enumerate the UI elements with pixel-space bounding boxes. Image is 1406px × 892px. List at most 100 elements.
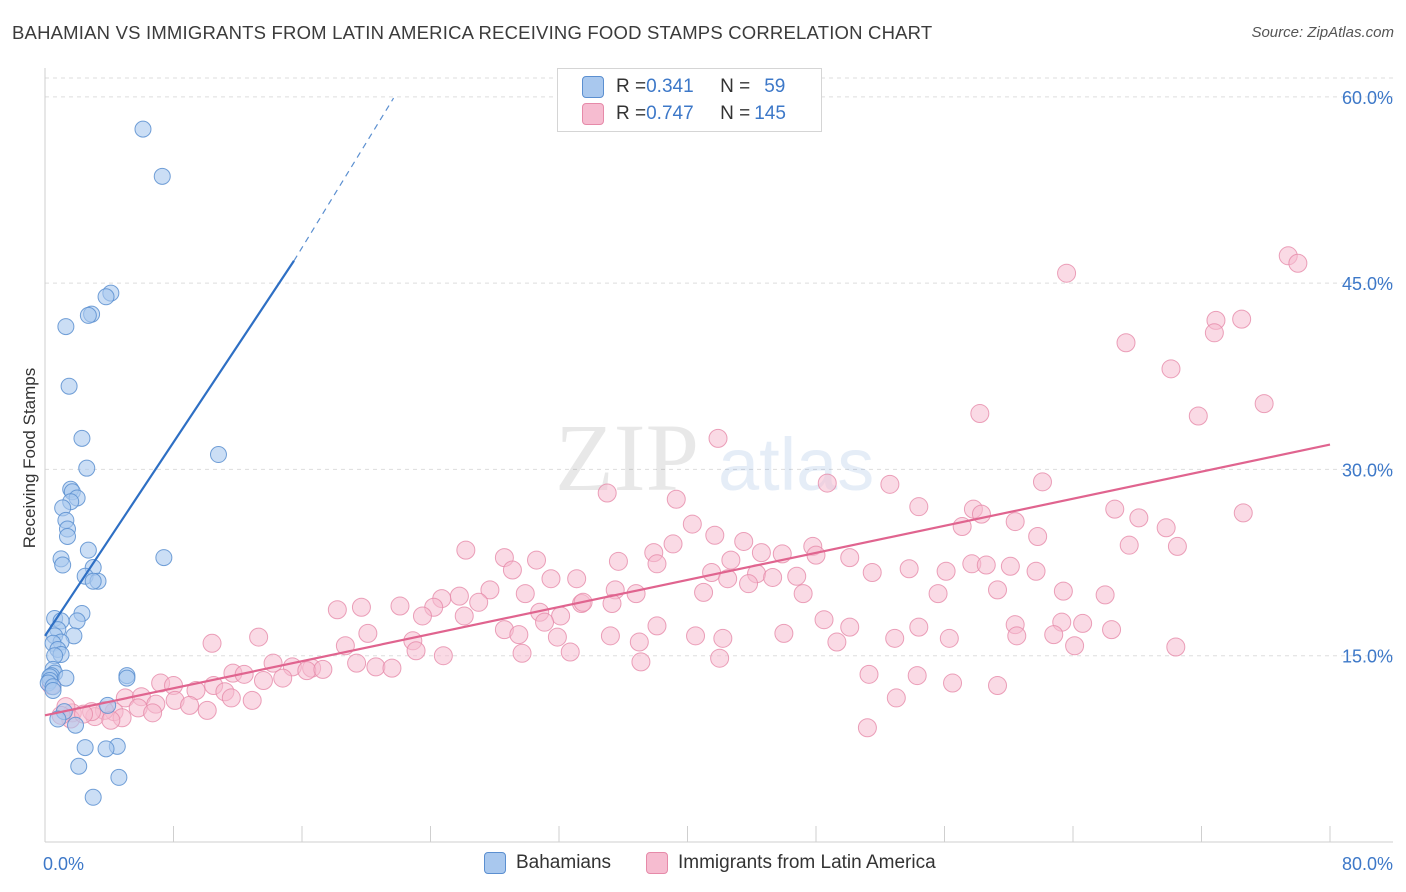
r-label: R = [616, 76, 647, 97]
source-label: Source: ZipAtlas.com [1251, 24, 1394, 41]
latin-america-point [840, 617, 860, 637]
latin-america-point [390, 596, 410, 616]
latin-america-point [1000, 556, 1020, 576]
latin-america-point [1166, 637, 1186, 657]
latin-america-point [202, 633, 222, 653]
legend-row-bahamians: R = 0.341 N = 59 [582, 75, 785, 99]
latin-america-point [1026, 561, 1046, 581]
y-tick-label: 45.0% [1342, 274, 1393, 294]
n-label: N = [720, 76, 751, 97]
latin-america-point [1254, 394, 1274, 414]
latin-america-point [988, 580, 1008, 600]
latin-america-point [663, 534, 683, 554]
latin-america-point [433, 646, 453, 666]
latin-america-point [666, 489, 686, 509]
y-tick-label: 15.0% [1342, 647, 1393, 667]
latin-america-point [406, 641, 426, 661]
latin-america-trend-line [44, 443, 1331, 717]
latin-america-point [840, 548, 860, 568]
latin-america-point [1204, 323, 1224, 343]
latin-america-point [242, 690, 262, 710]
latin-america-point [988, 676, 1008, 696]
latin-america-point [1116, 333, 1136, 353]
bottom-legend-latin-america: Immigrants from Latin America [646, 852, 936, 874]
latin-america-point [763, 567, 783, 587]
latin-america-point [253, 671, 273, 691]
latin-america-point [547, 627, 567, 647]
x-tick-label: 0.0% [43, 854, 84, 874]
latin-america-point [454, 606, 474, 626]
latin-america-point [629, 632, 649, 652]
latin-america-point [1167, 536, 1187, 556]
latin-america-point [880, 474, 900, 494]
bahamian-point [49, 710, 67, 728]
latin-america-point [527, 550, 547, 570]
latin-america-point [197, 700, 217, 720]
latin-america-swatch [582, 103, 604, 125]
latin-america-point [774, 623, 794, 643]
n-value: 145 [754, 103, 786, 124]
latin-america-point [1105, 499, 1125, 519]
y-axis-label: Receiving Food Stamps [20, 367, 39, 549]
latin-america-point [1102, 620, 1122, 640]
r-value: 0.341 [646, 76, 694, 97]
latin-america-point [515, 584, 535, 604]
x-tick-label: 80.0% [1342, 854, 1393, 874]
latin-america-point [1288, 253, 1308, 273]
r-value: 0.747 [646, 103, 694, 124]
bahamian-point [209, 446, 227, 464]
latin-america-point [1188, 406, 1208, 426]
latin-america-point [1057, 263, 1077, 283]
latin-america-point [600, 626, 620, 646]
y-tick-label: 30.0% [1342, 460, 1393, 480]
latin-america-point [382, 658, 402, 678]
bahamian-point [73, 429, 91, 447]
bahamian-point [97, 288, 115, 306]
bahamian-point [76, 739, 94, 757]
bahamian-point [58, 527, 76, 545]
latin-america-point [1073, 613, 1093, 633]
latin-america-point [412, 606, 432, 626]
latin-america-point [793, 584, 813, 604]
legend-row-latin-america: R = 0.747 N = 145 [582, 102, 786, 126]
bahamian-point [99, 696, 117, 714]
latin-america-point [631, 652, 651, 672]
r-label: R = [616, 103, 647, 124]
bahamian-point [79, 541, 97, 559]
latin-america-point [1095, 585, 1115, 605]
latin-america-point [713, 628, 733, 648]
latin-america-point [787, 566, 807, 586]
latin-america-point [1053, 581, 1073, 601]
y-tick-label: 60.0% [1342, 88, 1393, 108]
latin-america-label: Immigrants from Latin America [678, 852, 936, 873]
bahamian-point [44, 681, 62, 699]
bahamian-point [97, 740, 115, 758]
bahamian-point [57, 318, 75, 336]
latin-america-point [907, 666, 927, 686]
latin-america-point [1119, 535, 1139, 555]
latin-america-point [502, 560, 522, 580]
latin-america-point [351, 597, 371, 617]
latin-america-point [1032, 472, 1052, 492]
latin-america-point [859, 664, 879, 684]
latin-america-point [297, 661, 317, 681]
latin-america-point [708, 428, 728, 448]
latin-america-point [705, 525, 725, 545]
latin-america-point [456, 540, 476, 560]
bahamian-point [134, 120, 152, 138]
latin-america-point [626, 584, 646, 604]
latin-america-point [936, 561, 956, 581]
latin-america-point [970, 404, 990, 424]
latin-america-point [560, 642, 580, 662]
latin-america-point [608, 551, 628, 571]
latin-america-point [1161, 359, 1181, 379]
latin-america-point [721, 550, 741, 570]
bahamian-point [79, 306, 97, 324]
latin-america-point [909, 497, 929, 517]
latin-america-point [647, 616, 667, 636]
latin-america-point [327, 600, 347, 620]
bahamian-point [70, 757, 88, 775]
latin-america-point [1005, 512, 1025, 532]
stats-legend: R = 0.341 N = 59 R = 0.747 N = 145 [557, 68, 822, 132]
latin-america-point [862, 563, 882, 582]
